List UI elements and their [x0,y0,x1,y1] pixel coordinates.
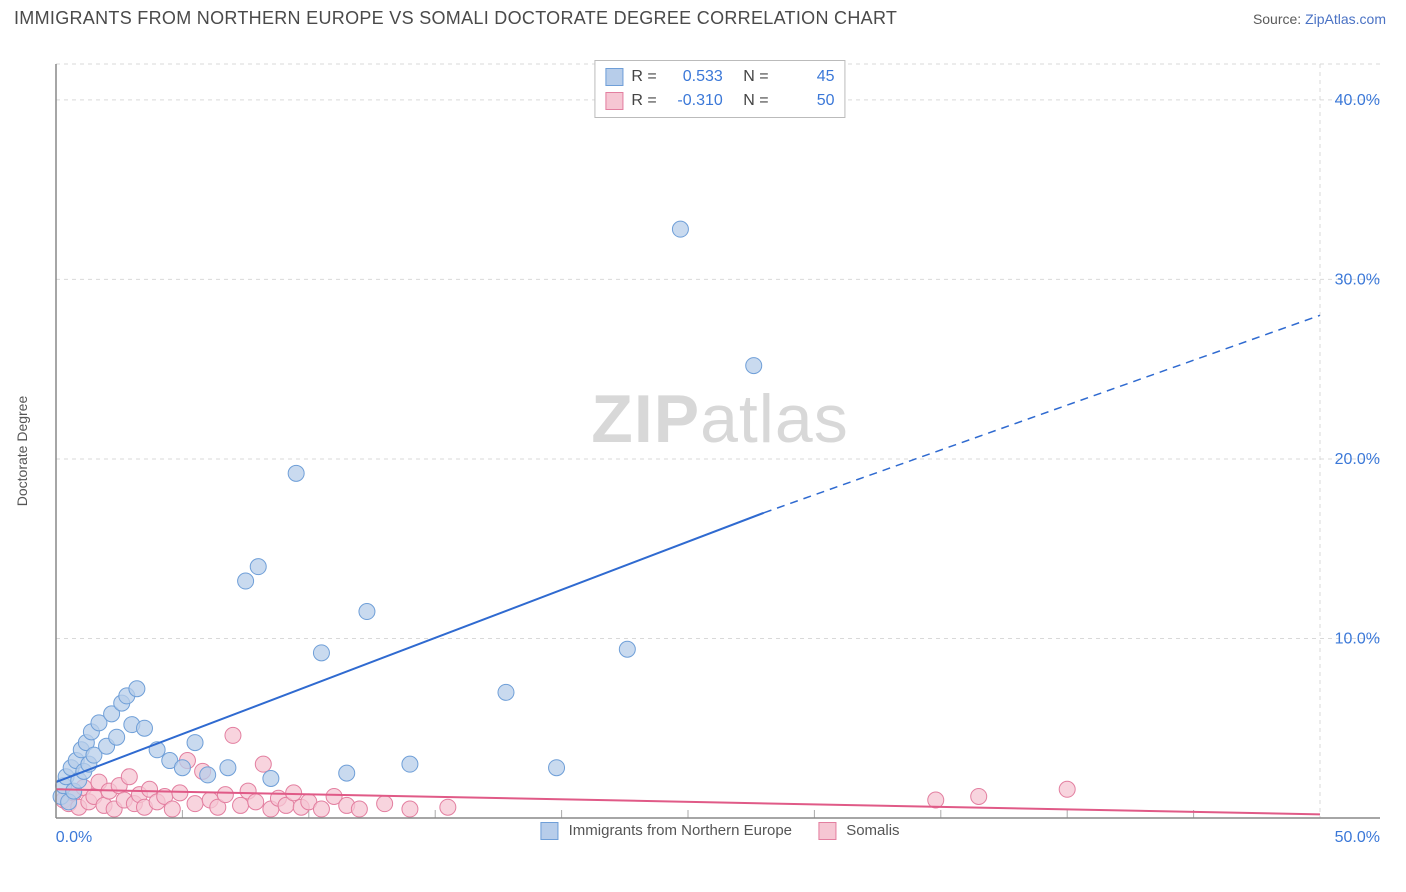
r-value-0: 0.533 [665,65,723,89]
stats-row-0: R = 0.533 N = 45 [605,65,834,89]
n-label-0: N = [743,65,768,89]
r-value-1: -0.310 [665,89,723,113]
legend-swatch-1 [818,822,836,840]
stats-row-1: R = -0.310 N = 50 [605,89,834,113]
svg-text:20.0%: 20.0% [1335,451,1380,468]
svg-text:10.0%: 10.0% [1335,630,1380,647]
chart-area: Doctorate Degree 10.0%20.0%30.0%40.0%0.0… [50,56,1390,846]
stats-swatch-1 [605,92,623,110]
svg-text:0.0%: 0.0% [56,829,92,846]
source-link[interactable]: ZipAtlas.com [1305,11,1386,27]
r-label-1: R = [631,89,656,113]
svg-text:40.0%: 40.0% [1335,92,1380,109]
scatter-plot: 10.0% 20.0% 30.0% 40.0% 0.0% 50.0% [50,56,1390,846]
chart-title: IMMIGRANTS FROM NORTHERN EUROPE VS SOMAL… [14,8,897,29]
legend-swatch-0 [540,822,558,840]
stats-legend-box: R = 0.533 N = 45 R = -0.310 N = 50 [594,60,845,118]
r-label-0: R = [631,65,656,89]
chart-header: IMMIGRANTS FROM NORTHERN EUROPE VS SOMAL… [0,0,1406,33]
source-label: Source: [1253,11,1301,27]
n-value-0: 45 [777,65,835,89]
bottom-legend: Immigrants from Northern Europe Somalis [540,822,899,840]
n-value-1: 50 [777,89,835,113]
svg-text:50.0%: 50.0% [1335,829,1380,846]
legend-item-0: Immigrants from Northern Europe [540,822,792,840]
stats-swatch-0 [605,68,623,86]
source-attribution: Source: ZipAtlas.com [1253,11,1386,27]
legend-label-1: Somalis [846,822,899,839]
legend-label-0: Immigrants from Northern Europe [569,822,792,839]
svg-text:30.0%: 30.0% [1335,271,1380,288]
legend-item-1: Somalis [818,822,900,840]
n-label-1: N = [743,89,768,113]
y-axis-label: Doctorate Degree [14,396,30,507]
